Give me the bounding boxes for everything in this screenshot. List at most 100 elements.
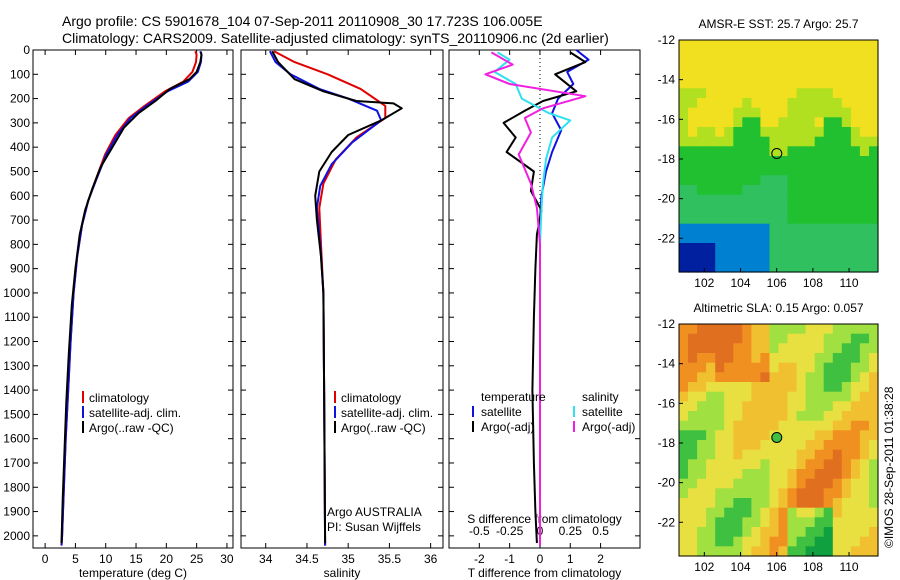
amsre-sst-heatmap-cell (850, 243, 861, 254)
amsre-sst-heatmap-cell (814, 262, 825, 273)
amsre-sst-heatmap-cell (796, 107, 807, 118)
amsre-sst-heatmap-cell (760, 69, 770, 80)
depth-tick-label: 200 (10, 92, 30, 106)
altimetric-sla-heatmap-cell (760, 372, 770, 383)
amsre-sst-heatmap-cell (697, 59, 707, 70)
amsre-sst-heatmap-cell (805, 88, 816, 99)
altimetric-sla-heatmap-cell (832, 401, 843, 412)
depth-tick-label: 1600 (3, 432, 30, 446)
amsre-sst-heatmap-cell (733, 117, 743, 128)
altimetric-sla-heatmap-cell (697, 362, 707, 373)
amsre-sst-heatmap-cell (814, 98, 825, 109)
amsre-sst-heatmap-cell (805, 175, 816, 186)
amsre-sst-heatmap-cell (697, 156, 707, 167)
altimetric-sla-heatmap-cell (715, 343, 725, 354)
altimetric-sla-heatmap-cell (841, 488, 852, 499)
amsre-sst-heatmap-cell (760, 78, 770, 89)
altimetric-sla-heatmap-cell (778, 536, 789, 547)
amsre-sst-heatmap-cell (715, 78, 725, 89)
altimetric-sla-heatmap-cell (769, 440, 780, 451)
amsre-sst-heatmap-cell (706, 146, 716, 157)
altimetric-sla-heatmap-cell (841, 324, 852, 335)
header-line-1: Argo profile: CS 5901678_104 07-Sep-2011… (62, 13, 543, 29)
altimetric-sla-heatmap-cell (778, 440, 789, 451)
altimetric-sla-heatmap-cell (823, 411, 834, 422)
amsre-sst-heatmap-cell (869, 49, 879, 60)
depth-tick-label: 1400 (3, 383, 30, 397)
amsre-sst-heatmap-cell (796, 262, 807, 273)
altimetric-sla-heatmap-cell (778, 362, 789, 373)
altimetric-sla-heatmap-cell (724, 401, 734, 412)
amsre-sst-heatmap-cell (697, 117, 707, 128)
amsre-sst-heatmap-cell (850, 204, 861, 215)
altimetric-sla-heatmap-cell (796, 507, 807, 518)
amsre-sst-heatmap-cell (679, 127, 689, 138)
altimetric-sla-map-frame (678, 323, 879, 557)
amsre-sst-heatmap-cell (679, 214, 689, 225)
altimetric-sla-heatmap-cell (850, 459, 861, 470)
altimetric-sla-heatmap-cell (787, 507, 798, 518)
amsre-sst-heatmap-cell (832, 194, 843, 205)
difference-legend-label: Argo(-adj) (481, 420, 534, 434)
amsre-sst-heatmap-cell (805, 98, 816, 109)
altimetric-sla-heatmap-cell (832, 324, 843, 335)
altimetric-sla-heatmap-cell (760, 440, 770, 451)
salinity-x-tick-label: 36 (424, 552, 438, 566)
altimetric-sla-heatmap-cell (751, 459, 761, 470)
salinity-plot-frame (240, 49, 444, 549)
altimetric-sla-heatmap-cell (688, 430, 698, 441)
altimetric-sla-heatmap-cell (688, 469, 698, 480)
amsre-sst-heatmap-cell (814, 136, 825, 147)
depth-tick-label: 0 (23, 43, 30, 57)
amsre-sst-heatmap-cell (688, 146, 698, 157)
temperature-x-tick-label: 25 (190, 552, 204, 566)
altimetric-sla-heatmap-cell (733, 382, 743, 393)
amsre-sst-heatmap-cell (742, 136, 752, 147)
altimetric-sla-heatmap-cell (859, 536, 870, 547)
altimetric-sla-title: Altimetric SLA: 0.15 Argo: 0.057 (693, 301, 863, 315)
altimetric-sla-heatmap-cell (760, 420, 770, 431)
amsre-sst-heatmap-cell (869, 136, 879, 147)
altimetric-sla-heatmap-cell (778, 382, 789, 393)
amsre-sst-heatmap-cell (814, 107, 825, 118)
altimetric-sla-heatmap-cell (697, 420, 707, 431)
altimetric-sla-heatmap-cell (751, 382, 761, 393)
amsre-sst-heatmap-cell (715, 107, 725, 118)
amsre-sst-heatmap-cell (733, 127, 743, 138)
amsre-sst-heatmap-cell (724, 233, 734, 244)
amsre-sst-heatmap-cell (760, 204, 770, 215)
amsre-sst-heatmap-cell (814, 40, 825, 51)
altimetric-sla-heatmap-cell (769, 324, 780, 335)
altimetric-sla-heatmap-cell (769, 536, 780, 547)
amsre-sst-heatmap-cell (823, 194, 834, 205)
amsre-sst-heatmap-cell (751, 98, 761, 109)
difference-x-axis-label: T difference from climatology (468, 566, 622, 580)
amsre-sst-lon-tick-label: 102 (694, 276, 714, 290)
amsre-sst-heatmap-cell (715, 49, 725, 60)
amsre-sst-heatmap-cell (796, 117, 807, 128)
altimetric-sla-heatmap-cell (823, 546, 834, 557)
amsre-sst-heatmap-cell (787, 49, 798, 60)
amsre-sst-heatmap-cell (778, 59, 789, 70)
altimetric-sla-heatmap-cell (814, 420, 825, 431)
depth-tick-label: 1700 (3, 456, 30, 470)
altimetric-sla-heatmap-cell (679, 517, 689, 528)
altimetric-sla-heatmap-cell (869, 536, 879, 547)
altimetric-sla-heatmap-cell (760, 391, 770, 402)
amsre-sst-heatmap-cell (679, 59, 689, 70)
temperature-series-argo (60, 51, 203, 544)
salinity-legend-label: satellite-adj. clim. (341, 406, 433, 420)
amsre-sst-heatmap-cell (814, 223, 825, 234)
amsre-sst-heatmap-cell (742, 262, 752, 273)
amsre-sst-heatmap-cell (814, 204, 825, 215)
amsre-sst-heatmap-cell (823, 214, 834, 225)
altimetric-sla-heatmap-cell (787, 498, 798, 509)
altimetric-sla-heatmap-cell (787, 382, 798, 393)
altimetric-sla-heatmap-cell (850, 382, 861, 393)
amsre-sst-heatmap-cell (823, 107, 834, 118)
altimetric-sla-heatmap-cell (715, 546, 725, 557)
amsre-sst-heatmap-cell (760, 194, 770, 205)
amsre-sst-heatmap-cell (796, 49, 807, 60)
amsre-sst-heatmap-cell (787, 127, 798, 138)
altimetric-sla-heatmap-cell (832, 459, 843, 470)
